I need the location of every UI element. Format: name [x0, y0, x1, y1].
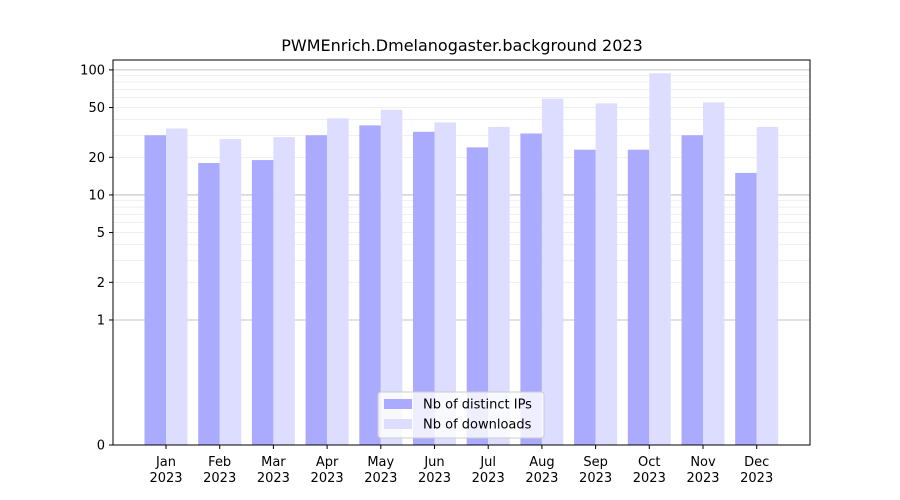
x-tick-label-year: 2023 — [364, 471, 397, 486]
bar-downloads-aug — [541, 98, 564, 446]
bar-distinct-ips-may — [359, 125, 381, 445]
bar-distinct-ips-feb — [198, 163, 220, 445]
x-tick-label-month: Mar — [261, 455, 286, 470]
legend-swatch — [384, 399, 412, 409]
bar-downloads-apr — [327, 118, 349, 445]
legend-label: Nb of downloads — [423, 418, 532, 433]
x-tick-label-month: Aug — [529, 455, 554, 470]
y-tick-label: 0 — [97, 439, 105, 454]
bars — [144, 73, 779, 446]
x-tick-label-month: Jul — [479, 455, 496, 470]
bar-distinct-ips-jan — [144, 135, 166, 445]
bar-downloads-sep — [595, 103, 618, 446]
bar-downloads-oct — [649, 73, 671, 446]
x-tick-label-month: Dec — [744, 455, 769, 470]
bar-distinct-ips-nov — [681, 135, 703, 445]
legend-swatch — [384, 419, 412, 429]
bar-distinct-ips-oct — [627, 149, 650, 446]
x-tick-label-month: Oct — [638, 455, 660, 470]
x-tick-label-year: 2023 — [579, 471, 612, 486]
plot-frame — [112, 59, 811, 446]
bar-distinct-ips-mar — [251, 160, 274, 445]
bar-distinct-ips-jul — [466, 147, 489, 446]
bar-distinct-ips-jun — [413, 131, 435, 445]
x-tick-label-year: 2023 — [418, 471, 451, 486]
x-tick-label-year: 2023 — [633, 471, 666, 486]
y-tick-label: 5 — [97, 226, 105, 241]
bar-distinct-ips-sep — [574, 149, 596, 446]
bar-downloads-nov — [703, 102, 725, 445]
y-tick-label: 1 — [97, 313, 105, 328]
bar-distinct-ips-dec — [735, 172, 757, 445]
x-tick-label-year: 2023 — [525, 471, 558, 486]
bar-downloads-may — [380, 109, 403, 445]
x-tick-label-month: Jan — [155, 455, 176, 470]
y-axis: 0 1 2 5 10 20 50 100 — [80, 63, 113, 454]
x-tick-label-year: 2023 — [257, 471, 290, 486]
x-tick-label-month: Sep — [583, 455, 608, 470]
x-tick-label-month: Feb — [208, 455, 231, 470]
x-tick-label-month: Apr — [316, 455, 339, 470]
x-axis: Jan2023Feb2023Mar2023Apr2023May2023Jun20… — [149, 445, 773, 486]
x-tick-label-year: 2023 — [311, 471, 344, 486]
bar-downloads-jun — [434, 122, 456, 445]
bar-distinct-ips-aug — [520, 133, 542, 445]
y-tick-label: 10 — [88, 188, 105, 203]
y-tick-label: 50 — [88, 101, 105, 116]
x-tick-label-year: 2023 — [472, 471, 505, 486]
bar-distinct-ips-apr — [305, 135, 328, 445]
x-tick-label-year: 2023 — [686, 471, 719, 486]
chart-title: PWMEnrich.Dmelanogaster.background 2023 — [281, 36, 643, 55]
x-tick-label-year: 2023 — [203, 471, 236, 486]
bar-downloads-mar — [273, 137, 295, 445]
bar-downloads-jan — [166, 128, 188, 445]
x-tick-label-year: 2023 — [149, 471, 182, 486]
y-tick-label: 20 — [88, 151, 105, 166]
legend: Nb of distinct IPs Nb of downloads — [377, 391, 545, 439]
bar-downloads-feb — [219, 139, 242, 445]
legend-label: Nb of distinct IPs — [423, 398, 532, 413]
x-tick-label-month: May — [367, 455, 394, 470]
y-tick-label: 100 — [80, 63, 105, 78]
x-tick-label-month: Nov — [690, 455, 716, 470]
y-tick-label: 2 — [97, 276, 105, 291]
bar-downloads-dec — [756, 126, 779, 446]
legend-box — [377, 391, 545, 439]
x-tick-label-month: Jun — [423, 455, 444, 470]
x-tick-label-year: 2023 — [740, 471, 773, 486]
bar-downloads-jul — [488, 126, 510, 446]
